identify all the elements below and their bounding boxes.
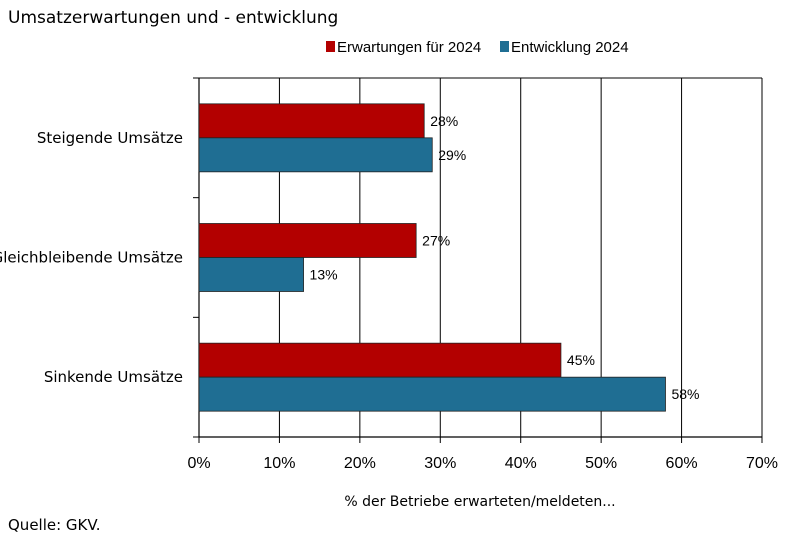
legend: Erwartungen für 2024 Entwicklung 2024: [326, 39, 629, 56]
x-tick-label-50: 50%: [585, 455, 617, 472]
legend-swatch-erwartungen: [326, 41, 335, 52]
data-label-erwartungen-f-r-2024-steigende-ums-tze: 28%: [430, 113, 458, 129]
data-label-erwartungen-f-r-2024-sinkende-ums-tze: 45%: [567, 352, 595, 368]
bar-erwartungen-f-r-2024-gleichbleibende-ums-tze: [198, 223, 417, 258]
legend-swatch-entwicklung: [500, 41, 509, 52]
legend-label-entwicklung: Entwicklung 2024: [511, 39, 629, 56]
x-tick-label-20: 20%: [344, 455, 376, 472]
chart-title: Umsatzerwartungen und - entwicklung: [8, 8, 338, 28]
bar-entwicklung-2024-sinkende-ums-tze: [198, 376, 666, 412]
x-tick-label-40: 40%: [505, 455, 537, 472]
x-tick-label-0: 0%: [187, 455, 210, 472]
x-tick-label-70: 70%: [746, 455, 778, 472]
x-axis-title: % der Betriebe erwarteten/meldeten...: [344, 494, 615, 510]
bar-entwicklung-2024-steigende-ums-tze: [198, 137, 433, 173]
bar-erwartungen-f-r-2024-sinkende-ums-tze: [198, 342, 562, 378]
category-label-steigende-ums-tze: Steigende Umsätze: [37, 129, 183, 147]
data-label-entwicklung-2024-sinkende-ums-tze: 58%: [671, 386, 699, 402]
bar-entwicklung-2024-gleichbleibende-ums-tze: [198, 257, 304, 292]
plot-area: 0% 10% 20% 30% 40% 50% 60% 70% Steigende Umsätze…: [0, 77, 778, 472]
x-tick-label-10: 10%: [263, 455, 295, 472]
category-label-gleichbleibende-ums-tze: Gleichbleibende Umsätze: [0, 249, 183, 267]
x-tick-label-60: 60%: [666, 455, 698, 472]
legend-label-erwartungen: Erwartungen für 2024: [337, 39, 481, 56]
category-label-sinkende-ums-tze: Sinkende Umsätze: [44, 368, 183, 386]
data-label-entwicklung-2024-steigende-ums-tze: 29%: [438, 147, 466, 163]
bar-erwartungen-f-r-2024-steigende-ums-tze: [198, 103, 425, 139]
data-label-entwicklung-2024-gleichbleibende-ums-tze: 13%: [310, 267, 338, 283]
x-tick-label-30: 30%: [424, 455, 456, 472]
source-note: Quelle: GKV.: [8, 516, 100, 534]
data-label-erwartungen-f-r-2024-gleichbleibende-ums-tze: 27%: [422, 233, 450, 249]
